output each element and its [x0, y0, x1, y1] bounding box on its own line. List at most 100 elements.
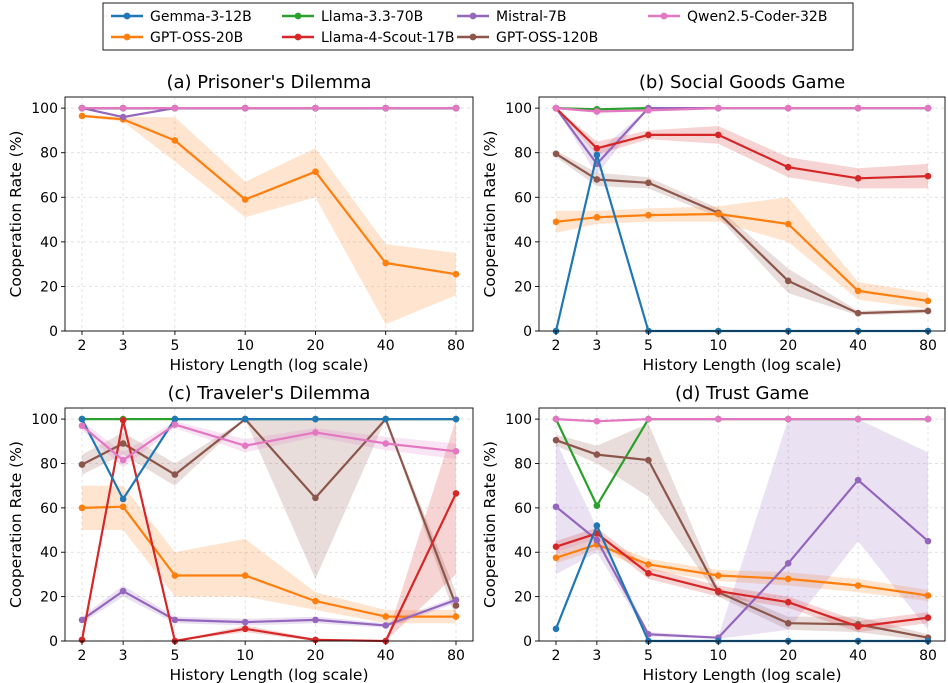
x-tick-label: 3: [119, 338, 128, 354]
legend-marker: [294, 33, 302, 41]
data-point: [924, 537, 932, 545]
data-point: [645, 131, 652, 139]
legend-label: Llama-3.3-70B: [321, 9, 423, 25]
y-tick-label: 0: [523, 324, 532, 340]
data-point: [119, 587, 127, 595]
y-tick-label: 40: [514, 235, 532, 251]
confidence-band-gpt-oss-20b: [82, 485, 456, 624]
data-point: [552, 415, 560, 423]
data-point: [452, 596, 460, 604]
data-point: [382, 259, 390, 267]
data-point: [241, 104, 249, 112]
data-point: [854, 175, 862, 182]
data-point: [645, 561, 652, 568]
data-point: [119, 440, 127, 447]
data-point: [119, 503, 127, 511]
data-point: [452, 447, 460, 455]
data-point: [241, 442, 249, 450]
y-tick-label: 80: [40, 146, 58, 162]
legend-frame: [102, 2, 854, 51]
data-point: [452, 613, 460, 620]
data-point: [312, 636, 319, 644]
series-qwen2-5-coder-32b: [78, 104, 460, 112]
data-point: [784, 619, 792, 627]
data-point: [171, 616, 179, 624]
y-tick-label: 40: [40, 545, 58, 561]
data-point: [924, 614, 932, 621]
x-tick-label: 40: [377, 338, 395, 354]
x-tick-label: 3: [592, 338, 601, 354]
data-point: [593, 176, 601, 183]
data-point: [854, 476, 862, 484]
y-tick-label: 60: [514, 190, 532, 206]
data-point: [593, 144, 601, 152]
plot-frame: [64, 407, 474, 642]
data-point: [171, 415, 179, 423]
confidence-band-gpt-oss-20b: [82, 114, 456, 325]
data-point: [119, 113, 127, 121]
data-point: [715, 415, 722, 423]
data-point: [382, 622, 390, 629]
data-point: [241, 618, 249, 626]
data-point: [552, 503, 560, 511]
data-point: [78, 636, 86, 644]
x-tick-label: 80: [919, 338, 937, 354]
data-point: [452, 104, 460, 112]
y-tick-label: 20: [514, 590, 532, 606]
data-point: [593, 418, 601, 425]
y-tick-label: 60: [40, 190, 58, 206]
data-point: [645, 211, 652, 219]
data-point: [382, 613, 390, 620]
x-tick-label: 20: [779, 648, 797, 664]
legend-marker: [123, 12, 131, 20]
data-point: [382, 415, 390, 423]
data-point: [382, 104, 390, 112]
data-point: [924, 307, 932, 315]
confidence-band-gpt-oss-20b: [556, 538, 928, 602]
data-point: [645, 415, 652, 423]
legend-label: Llama-4-Scout-17B: [321, 30, 454, 46]
data-point: [241, 625, 249, 633]
y-axis-label: Cooperation Rate (%): [7, 131, 25, 298]
x-tick-label: 10: [709, 648, 727, 664]
data-point: [452, 490, 460, 497]
x-tick-label: 20: [307, 648, 325, 664]
data-point: [78, 461, 86, 468]
data-point: [452, 602, 460, 609]
series-line: [81, 106, 456, 119]
data-point: [784, 575, 792, 583]
data-point: [593, 108, 601, 115]
legend-marker: [660, 12, 668, 20]
data-point: [312, 104, 319, 112]
legend-marker: [294, 12, 302, 20]
data-point: [924, 415, 932, 423]
data-point: [593, 502, 601, 509]
legend-entry-gpt-oss-120b: GPT-OSS-120B: [457, 30, 598, 46]
data-point: [78, 104, 86, 112]
data-point: [552, 150, 560, 158]
legend-entry-qwen2-5-coder-32b: Qwen2.5-Coder-32B: [648, 9, 827, 25]
data-point: [119, 456, 127, 464]
chart-title: (c) Traveler's Dilemma: [168, 383, 371, 404]
legend-label: GPT-OSS-20B: [150, 30, 243, 46]
data-point: [715, 131, 722, 139]
chart-panel-1: 0 20 40 60 80 100 2 3 5 10 20 40 80 (a) Prisoner's Di…: [7, 72, 474, 374]
data-point: [715, 104, 722, 112]
x-tick-label: 80: [919, 648, 937, 664]
y-axis-label: Cooperation Rate (%): [481, 131, 499, 298]
x-tick-label: 3: [592, 648, 601, 664]
data-point: [78, 504, 86, 512]
x-tick-label: 80: [447, 338, 465, 354]
y-tick-label: 40: [514, 545, 532, 561]
legend-entry-mistral-7b: Mistral-7B: [457, 9, 567, 25]
data-point: [645, 107, 652, 114]
y-tick-label: 20: [514, 279, 532, 295]
data-point: [241, 572, 249, 579]
data-point: [171, 421, 179, 428]
legend-entry-gpt-oss-20b: GPT-OSS-20B: [111, 30, 243, 46]
data-point: [784, 598, 792, 606]
data-point: [593, 536, 601, 544]
series-qwen2-5-coder-32b: [552, 415, 932, 425]
legend-label: Gemma-3-12B: [150, 9, 252, 25]
